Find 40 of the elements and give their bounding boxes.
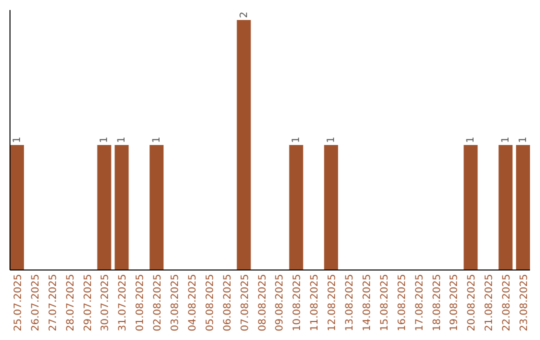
x-tick-label: 05.08.2025 [204, 274, 216, 332]
x-tick-label: 02.08.2025 [152, 274, 164, 332]
x-tick-label: 22.08.2025 [502, 274, 513, 332]
data-label: 1 [116, 136, 128, 143]
data-label: 1 [500, 136, 512, 143]
x-tick-label: 26.07.2025 [30, 274, 42, 332]
x-tick-label: 01.08.2025 [135, 274, 146, 332]
x-tick-label: 15.08.2025 [379, 274, 390, 332]
x-tick-label: 31.07.2025 [118, 274, 129, 332]
x-tick-label: 28.07.2025 [65, 274, 76, 332]
x-tick-label: 18.08.2025 [432, 274, 443, 332]
data-label: 1 [518, 136, 530, 143]
x-tick-label: 04.08.2025 [187, 274, 198, 332]
x-tick-label: 08.08.2025 [257, 274, 268, 332]
x-tick-label: 29.07.2025 [82, 274, 94, 332]
x-tick-label: 12.08.2025 [327, 274, 338, 332]
x-tick-label: 27.07.2025 [48, 274, 59, 332]
x-tick-label: 14.08.2025 [362, 274, 373, 332]
data-label: 1 [291, 136, 302, 143]
x-tick-label: 21.08.2025 [484, 274, 496, 332]
data-label: 1 [99, 136, 110, 143]
x-tick-label: 20.08.2025 [466, 274, 478, 332]
x-tick-label: 09.08.2025 [274, 274, 286, 332]
x-tick-label: 03.08.2025 [170, 274, 182, 332]
x-tick-label: 06.08.2025 [222, 274, 234, 332]
x-tick-label: 16.08.2025 [396, 274, 408, 332]
data-label: 1 [152, 136, 163, 143]
x-tick-label: 07.08.2025 [240, 274, 251, 332]
data-label: 1 [466, 136, 477, 143]
x-tick-label: 17.08.2025 [414, 274, 426, 332]
data-label: 1 [326, 136, 338, 143]
x-tick-label: 25.07.2025 [12, 274, 24, 332]
x-tick-label: 11.08.2025 [310, 274, 321, 332]
data-label: 2 [238, 12, 250, 18]
data-label: 1 [12, 136, 23, 143]
x-tick-label: 19.08.2025 [449, 274, 460, 332]
x-tick-label: 13.08.2025 [344, 274, 356, 332]
x-tick-label: 23.08.2025 [519, 274, 530, 332]
x-tick-label: 10.08.2025 [292, 274, 304, 332]
x-tick-label: 30.07.2025 [100, 274, 112, 332]
